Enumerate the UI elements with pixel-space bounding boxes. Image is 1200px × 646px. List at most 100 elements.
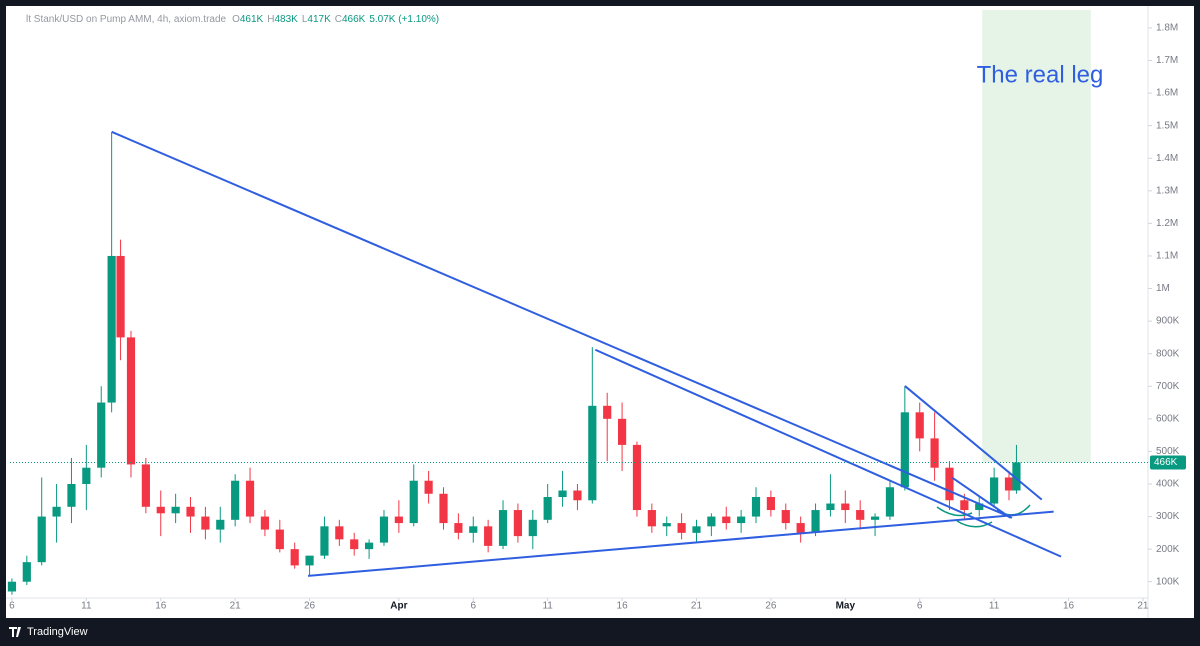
x-tick-label: 6 xyxy=(9,601,15,612)
arc-mark xyxy=(936,506,973,517)
candle-body xyxy=(335,526,344,540)
candle-body xyxy=(662,523,671,527)
ohlc-change: 5.07K (+1.10%) xyxy=(369,14,439,25)
y-tick-label: 1.8M xyxy=(1156,23,1178,34)
x-tick-label: 16 xyxy=(1063,601,1075,612)
candle-body xyxy=(588,405,597,501)
footer xyxy=(0,618,1200,646)
y-tick-label: 600K xyxy=(1156,413,1180,424)
candle-body xyxy=(186,506,195,517)
candle-body xyxy=(766,497,775,511)
candle-body xyxy=(1012,462,1021,491)
trendline xyxy=(111,130,1013,519)
ohlc-value: 417K xyxy=(307,14,331,25)
candle-body xyxy=(409,480,418,524)
candle-body xyxy=(751,497,761,517)
symbol: lt Stank/USD on Pump AMM, 4h, axiom.trad… xyxy=(26,14,227,25)
trendline xyxy=(307,510,1054,577)
y-tick-label: 1.4M xyxy=(1156,153,1178,164)
candle-body xyxy=(498,510,508,546)
candle-body xyxy=(603,405,612,419)
candle-body xyxy=(424,480,433,494)
y-tick-label: 900K xyxy=(1156,316,1180,327)
candle-body xyxy=(647,510,656,527)
candle-body xyxy=(107,255,116,403)
candle-body xyxy=(811,510,820,533)
x-tick-label: May xyxy=(836,601,856,612)
ohlc-key: L xyxy=(302,14,308,25)
candle-body xyxy=(260,516,270,530)
x-tick-label: 16 xyxy=(155,601,167,612)
candle-body xyxy=(915,412,924,439)
candle-body xyxy=(856,510,865,520)
annotation: The real leg xyxy=(977,61,1104,88)
x-tick-label: Apr xyxy=(390,601,407,612)
candle-body xyxy=(67,483,76,507)
candle-body xyxy=(245,480,255,517)
arc-mark xyxy=(956,520,993,528)
x-tick-label: 6 xyxy=(917,601,923,612)
candle-body xyxy=(290,549,299,566)
candle-body xyxy=(394,516,403,524)
highlight-zone xyxy=(982,10,1091,463)
candle-body xyxy=(1004,477,1014,491)
x-tick-label: 11 xyxy=(81,601,92,612)
symbol-header: lt Stank/USD on Pump AMM, 4h, axiom.trad… xyxy=(26,14,439,25)
candle-body xyxy=(320,526,329,556)
brand-logo xyxy=(9,627,21,637)
y-tick-label: 700K xyxy=(1156,381,1180,392)
candle-body xyxy=(975,503,984,511)
candle-body xyxy=(558,490,567,498)
candle-body xyxy=(617,418,627,445)
candle-body xyxy=(692,526,701,533)
candle-body xyxy=(52,506,61,517)
candle-body xyxy=(796,523,805,533)
brand[interactable]: TradingView xyxy=(27,626,88,638)
trendline xyxy=(594,348,1062,558)
candle-body xyxy=(707,516,716,527)
y-tick-label: 200K xyxy=(1156,544,1180,555)
candle-body xyxy=(156,506,165,514)
x-tick-label: 26 xyxy=(765,601,777,612)
line-layer xyxy=(111,130,1062,577)
zone-layer xyxy=(982,10,1091,463)
ohlc-value: 483K xyxy=(274,14,298,25)
x-tick-label: 11 xyxy=(542,601,553,612)
ohlc-key: C xyxy=(335,14,342,25)
candle-body xyxy=(841,503,850,511)
x-tick-label: 26 xyxy=(304,601,316,612)
y-tick-label: 1.2M xyxy=(1156,218,1178,229)
candle-body xyxy=(900,412,909,488)
y-tick-label: 1.3M xyxy=(1156,185,1178,196)
candle-body xyxy=(350,539,359,550)
candle-body xyxy=(365,542,374,550)
candle-body xyxy=(781,510,790,524)
candle-body xyxy=(305,555,314,566)
candle-body xyxy=(930,438,939,468)
axis-layer: 100K 200K 300K 400K 500K 600K 700K 800K 900K 1M 1.… xyxy=(6,6,1186,618)
y-tick-label: 1.5M xyxy=(1156,120,1178,131)
ohlc-value: 466K xyxy=(342,14,366,25)
trendline xyxy=(904,385,1043,501)
candle-body xyxy=(126,337,136,465)
y-tick-label: 400K xyxy=(1156,479,1180,490)
candle-body xyxy=(870,516,880,520)
x-tick-label: 21 xyxy=(1137,601,1149,612)
candle-body xyxy=(513,510,523,537)
candle-body xyxy=(116,255,125,338)
last-price-label: 466K xyxy=(1154,457,1178,468)
candle-body xyxy=(469,526,478,533)
candle-body xyxy=(945,467,954,501)
ohlc-value: 461K xyxy=(240,14,264,25)
candle-body xyxy=(543,497,552,520)
candle-body xyxy=(454,523,463,533)
x-tick-label: 21 xyxy=(230,601,242,612)
y-tick-label: 1.1M xyxy=(1156,251,1178,262)
candle-body xyxy=(722,516,731,524)
y-tick-label: 1.6M xyxy=(1156,88,1178,99)
candle-body xyxy=(201,516,210,530)
y-tick-label: 1.7M xyxy=(1156,55,1178,66)
candle-body xyxy=(216,519,225,530)
